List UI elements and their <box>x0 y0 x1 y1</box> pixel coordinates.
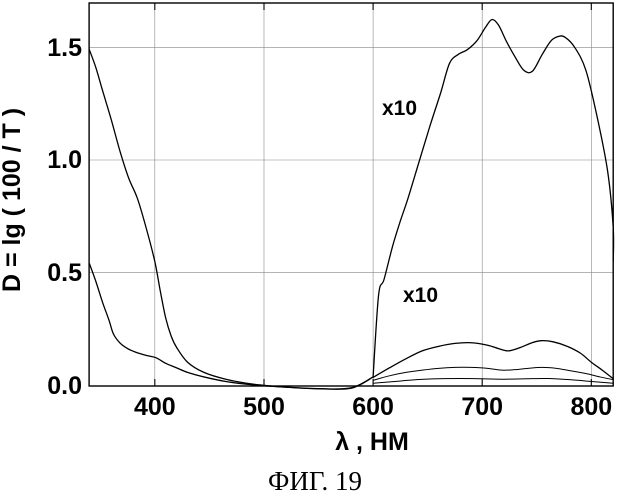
svg-text:D = lg ( 100 / T ): D = lg ( 100 / T ) <box>0 108 26 292</box>
svg-text:800: 800 <box>570 393 612 421</box>
svg-text:0.5: 0.5 <box>47 259 82 287</box>
svg-text:1.5: 1.5 <box>47 34 82 62</box>
svg-text:600: 600 <box>352 393 394 421</box>
svg-text:400: 400 <box>134 393 176 421</box>
svg-text:x10: x10 <box>382 97 417 120</box>
svg-text:500: 500 <box>243 393 285 421</box>
svg-text:700: 700 <box>461 393 503 421</box>
svg-text:1.0: 1.0 <box>47 146 82 174</box>
svg-text:0.0: 0.0 <box>47 372 82 400</box>
svg-text:ФИГ. 19: ФИГ. 19 <box>268 466 362 496</box>
svg-text:x10: x10 <box>403 284 438 307</box>
svg-text:λ , HM: λ , HM <box>335 428 409 456</box>
